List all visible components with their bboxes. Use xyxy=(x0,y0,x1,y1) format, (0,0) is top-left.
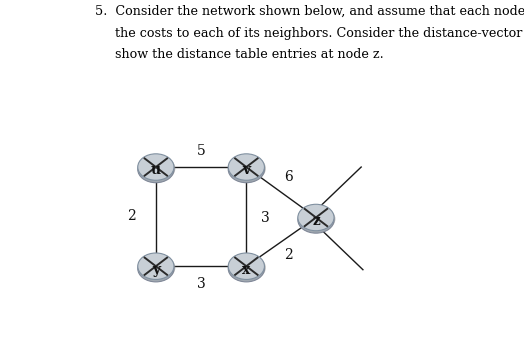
Ellipse shape xyxy=(139,254,176,281)
Text: x: x xyxy=(242,262,250,277)
Ellipse shape xyxy=(138,156,174,183)
Ellipse shape xyxy=(138,255,174,282)
Text: y: y xyxy=(152,262,160,277)
Ellipse shape xyxy=(299,206,335,232)
Ellipse shape xyxy=(228,154,265,180)
Text: 2: 2 xyxy=(127,209,136,223)
Text: 2: 2 xyxy=(283,248,292,262)
Ellipse shape xyxy=(138,253,174,279)
Text: 5: 5 xyxy=(196,144,205,158)
Ellipse shape xyxy=(230,155,266,182)
Ellipse shape xyxy=(228,156,265,183)
Text: u: u xyxy=(151,163,161,177)
Text: 6: 6 xyxy=(283,171,292,184)
Ellipse shape xyxy=(138,154,174,180)
Text: show the distance table entries at node z.: show the distance table entries at node … xyxy=(95,48,384,61)
Ellipse shape xyxy=(228,255,265,282)
Text: z: z xyxy=(312,214,320,228)
Ellipse shape xyxy=(139,155,176,182)
Ellipse shape xyxy=(230,254,266,281)
Text: 3: 3 xyxy=(261,211,270,224)
Ellipse shape xyxy=(298,207,334,233)
Text: v: v xyxy=(242,163,250,177)
Text: 5.  Consider the network shown below, and assume that each node initially knows: 5. Consider the network shown below, and… xyxy=(95,5,524,18)
Text: the costs to each of its neighbors. Consider the distance-vector algorithm and: the costs to each of its neighbors. Cons… xyxy=(95,27,524,40)
Text: 3: 3 xyxy=(196,277,205,291)
Ellipse shape xyxy=(228,253,265,279)
Ellipse shape xyxy=(298,204,334,231)
